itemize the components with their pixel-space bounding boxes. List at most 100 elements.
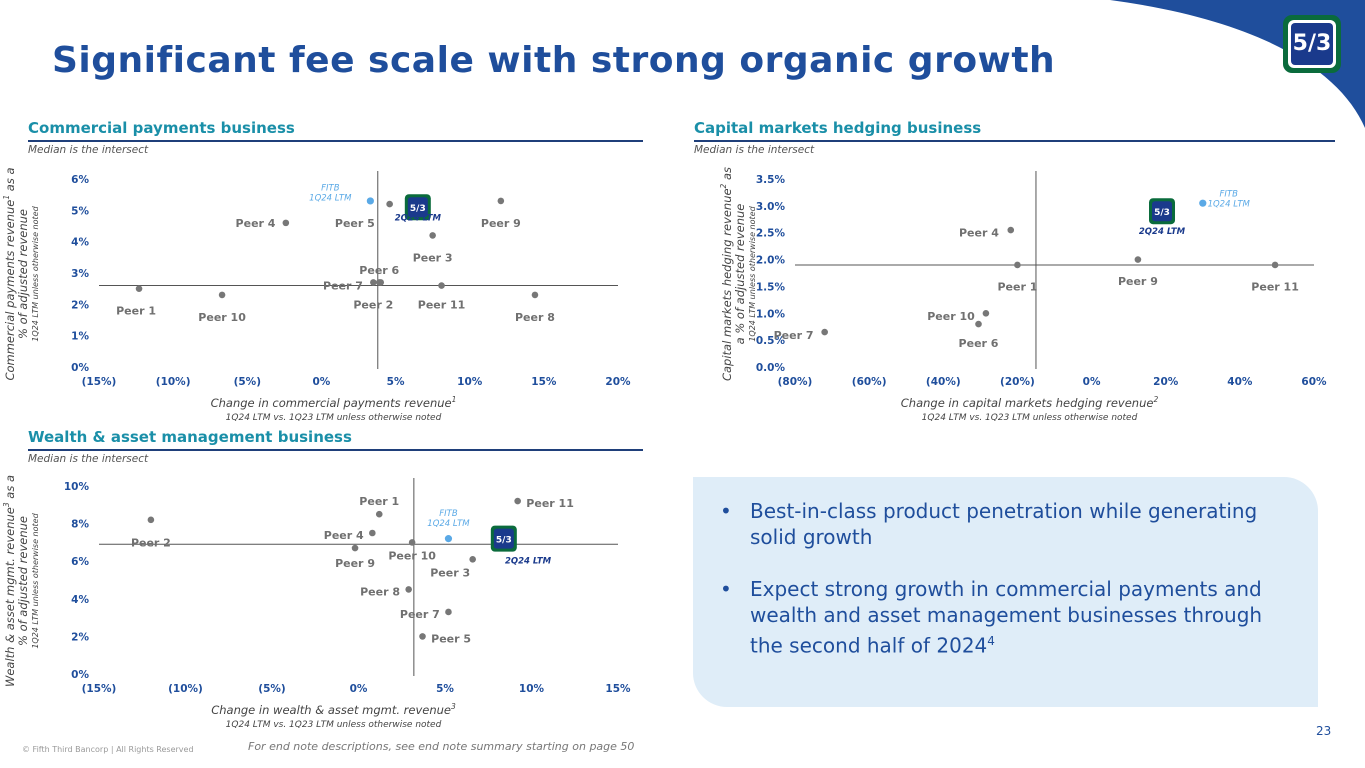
scatter-point [438, 282, 445, 289]
x-tick-label: (20%) [1000, 376, 1035, 388]
x-tick-label: 10% [457, 376, 483, 388]
scatter-point [429, 232, 436, 239]
scatter-point-label: Peer 6 [959, 337, 999, 350]
scatter-point [377, 279, 385, 286]
fifth-third-logo: 5/3 [1283, 15, 1341, 73]
section-title-wealth: Wealth & asset management business [28, 428, 352, 446]
scatter-point-label: Peer 1 [997, 280, 1037, 293]
x-tick-label: 0% [313, 376, 331, 388]
scatter-point-label: Peer 7 [774, 329, 814, 342]
y-tick-label: 3% [71, 268, 89, 280]
scatter-point [975, 320, 982, 328]
y-tick-label: 5% [71, 205, 89, 217]
y-tick-label: 1% [71, 331, 89, 343]
scatter-point-label: Peer 4 [959, 227, 999, 240]
x-tick-label: 15% [531, 376, 557, 388]
x-tick-label: 60% [1301, 376, 1327, 388]
scatter-point-label: Peer 11 [1251, 280, 1299, 293]
x-tick-label: (10%) [168, 683, 203, 695]
section-rule-commercial [28, 140, 643, 142]
scatter-point-label: Peer 7 [400, 608, 440, 621]
x-axis-title: Change in commercial payments revenue1 [211, 395, 457, 410]
fitb-2q-logo-text: 5/3 [410, 204, 426, 214]
y-axis-title-line3: 1Q24 LTM unless otherwise noted [31, 205, 40, 341]
x-tick-label: 0% [1083, 376, 1101, 388]
page-title: Significant fee scale with strong organi… [52, 40, 1056, 81]
x-tick-label: (15%) [82, 683, 117, 695]
x-axis-title: Change in wealth & asset mgmt. revenue3 [211, 702, 456, 717]
section-title-capital: Capital markets hedging business [694, 119, 982, 137]
scatter-point [282, 219, 290, 227]
scatter-point [408, 539, 416, 546]
y-tick-label: 8% [71, 519, 89, 531]
x-tick-label: (10%) [156, 376, 191, 388]
y-axis-title-line3: 1Q24 LTM unless otherwise noted [748, 205, 757, 341]
y-axis-title-line3: 1Q24 LTM unless otherwise noted [31, 512, 40, 648]
median-note-capital: Median is the intersect [694, 144, 815, 156]
chart-commercial: 0% 1% 2% 3% 4% 5% 6% (15%) (10%) (5%) 0% 5% 10% 15% 20… [2, 167, 631, 423]
y-tick-label: 0.5% [756, 335, 786, 347]
scatter-point-label: Peer 4 [236, 217, 276, 230]
y-tick-label: 0.0% [756, 362, 786, 374]
fitb-label: 1Q24 LTM [1208, 199, 1251, 209]
y-tick-label: 3.5% [756, 174, 786, 186]
bullet-item: Best-in-class product penetration while … [720, 498, 1300, 550]
scatter-point-label: Peer 8 [515, 311, 555, 324]
scatter-point [147, 516, 155, 524]
fitb-label: FITB [1220, 189, 1239, 199]
scatter-point [514, 497, 521, 505]
y-tick-label: 4% [71, 237, 89, 249]
y-tick-label: 2% [71, 299, 89, 311]
fitb-2q-label: 2Q24 LTM [505, 556, 552, 566]
y-tick-label: 2% [71, 631, 89, 643]
y-tick-label: 1.0% [756, 308, 786, 320]
scatter-point [982, 309, 990, 317]
section-rule-capital [694, 140, 1335, 142]
scatter-point [369, 529, 376, 537]
x-tick-label: (60%) [852, 376, 887, 388]
scatter-point [531, 291, 539, 299]
x-tick-label: 20% [605, 376, 631, 388]
scatter-point-label: Peer 1 [359, 495, 399, 508]
x-tick-label: 40% [1227, 376, 1253, 388]
section-rule-wealth [28, 449, 643, 451]
fitb-point [444, 535, 453, 543]
x-tick-label: 0% [350, 683, 368, 695]
fitb-2q-marker-inner [1152, 201, 1173, 222]
x-tick-label: (5%) [234, 376, 261, 388]
scatter-point-label: Peer 8 [360, 585, 400, 598]
fitb-label: 1Q24 LTM [309, 194, 352, 204]
bullet-item: Expect strong growth in commercial payme… [720, 576, 1300, 659]
scatter-point [370, 279, 377, 286]
x-tick-label: 5% [436, 683, 454, 695]
x-tick-label: (40%) [926, 376, 961, 388]
scatter-point-label: Peer 9 [335, 557, 375, 570]
scatter-point-label: Peer 4 [324, 529, 364, 542]
scatter-point [405, 586, 412, 593]
fitb-2q-marker-inner [493, 528, 514, 549]
scatter-point-label: Peer 6 [359, 264, 399, 277]
endnote-reference: For end note descriptions, see end note … [248, 740, 635, 753]
median-note-commercial: Median is the intersect [28, 144, 149, 156]
chart-capital: 0.0% 0.5% 1.0% 1.5% 2.0% 2.5% 3.0% 3.5% (80%) (60… [719, 167, 1327, 423]
scatter-point-label: Peer 5 [335, 217, 375, 230]
fitb-point [366, 197, 374, 205]
scatter-point-label: Peer 3 [430, 566, 470, 579]
scatter-point [1134, 256, 1142, 263]
scatter-point-label: Peer 9 [481, 217, 521, 230]
scatter-point [386, 200, 393, 208]
scatter-point-label: Peer 5 [431, 632, 471, 645]
x-axis-subtitle: 1Q24 LTM vs. 1Q23 LTM unless otherwise n… [922, 413, 1138, 423]
scatter-point [1007, 226, 1015, 234]
bullet-text: Expect strong growth in commercial payme… [750, 577, 1263, 658]
page-number: 23 [1316, 724, 1332, 738]
scatter-point [419, 633, 426, 640]
scatter-point-label: Peer 11 [526, 497, 574, 510]
x-axis-title: Change in capital markets hedging revenu… [901, 395, 1159, 410]
logo-text: 5/3 [1291, 23, 1333, 65]
scatter-point [351, 544, 359, 552]
y-tick-label: 10% [64, 481, 90, 493]
scatter-point-label: Peer 1 [116, 305, 156, 318]
scatter-point [1271, 261, 1279, 269]
scatter-point [445, 608, 452, 616]
